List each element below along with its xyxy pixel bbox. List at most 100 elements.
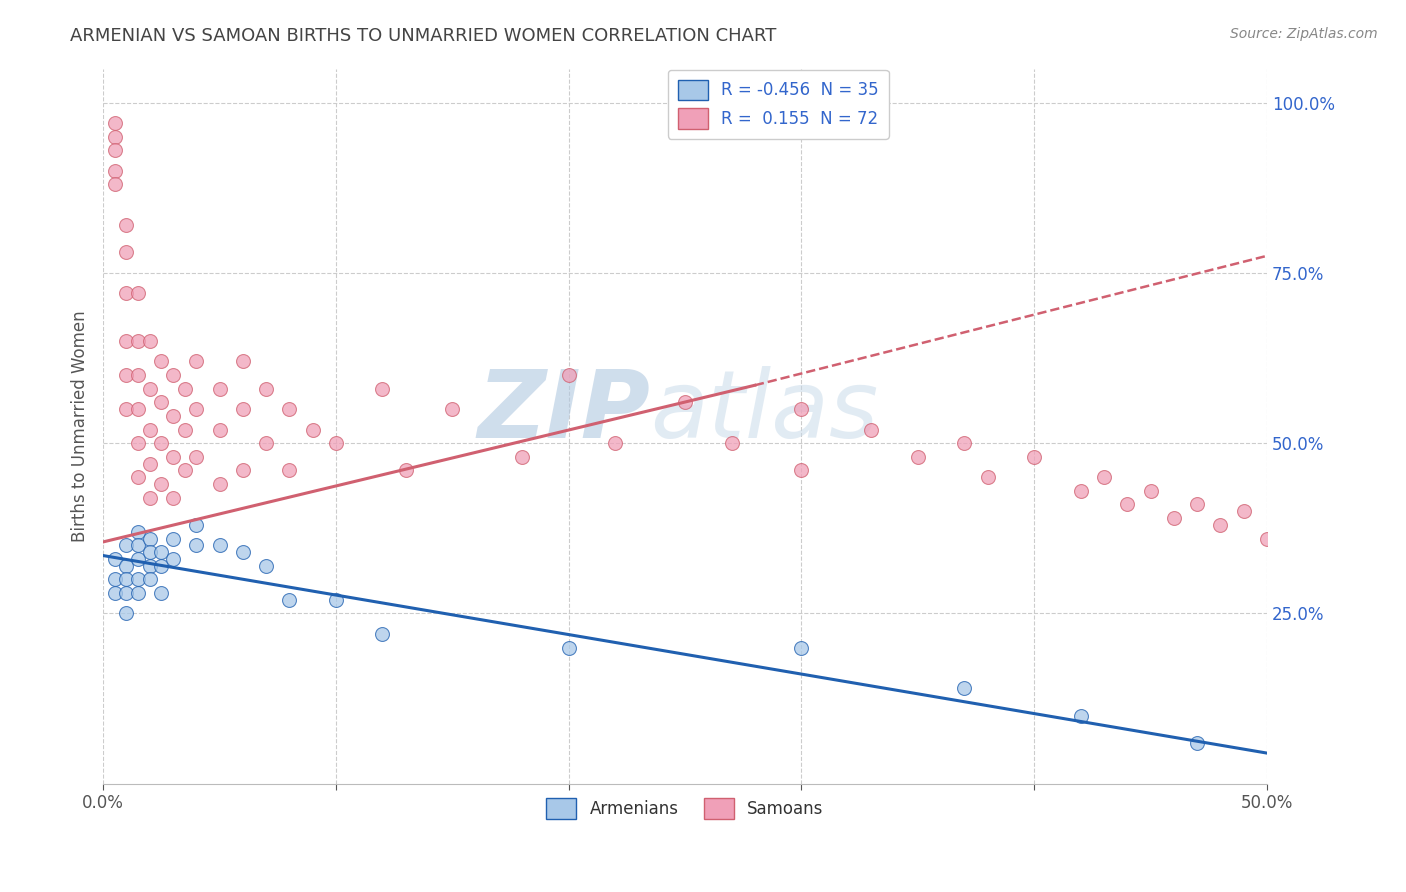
Point [127,538,149,552]
Point [953,436,976,450]
Point [115,368,138,382]
Text: atlas: atlas [650,367,879,458]
Point [115,218,138,232]
Point [278,592,301,607]
Point [127,334,149,348]
Point [127,524,149,539]
Point [173,382,195,396]
Point [127,402,149,417]
Point [1139,483,1161,498]
Point [150,477,173,491]
Point [162,409,184,423]
Point [138,573,160,587]
Point [138,491,160,505]
Point [115,558,138,573]
Point [510,450,533,464]
Point [138,423,160,437]
Point [138,334,160,348]
Point [186,354,208,368]
Point [254,436,277,450]
Point [1209,517,1232,532]
Point [605,436,627,450]
Point [186,402,208,417]
Point [104,573,127,587]
Point [232,545,254,559]
Point [208,423,231,437]
Point [232,354,254,368]
Legend: Armenians, Samoans: Armenians, Samoans [540,792,830,825]
Point [150,395,173,409]
Point [104,178,127,192]
Point [976,470,998,484]
Point [790,402,813,417]
Point [1024,450,1046,464]
Point [186,450,208,464]
Point [115,538,138,552]
Point [173,423,195,437]
Point [1070,483,1092,498]
Point [104,116,127,130]
Point [301,423,323,437]
Point [720,436,742,450]
Point [115,573,138,587]
Point [371,627,394,641]
Text: Source: ZipAtlas.com: Source: ZipAtlas.com [1230,27,1378,41]
Point [115,586,138,600]
Point [1092,470,1115,484]
Point [150,586,173,600]
Y-axis label: Births to Unmarried Women: Births to Unmarried Women [72,310,89,542]
Point [278,402,301,417]
Point [1233,504,1256,518]
Point [1185,498,1208,512]
Point [104,163,127,178]
Point [186,517,208,532]
Point [150,545,173,559]
Point [162,532,184,546]
Point [208,538,231,552]
Point [557,640,579,655]
Point [138,532,160,546]
Point [138,457,160,471]
Point [162,450,184,464]
Point [371,382,394,396]
Point [1070,708,1092,723]
Point [150,436,173,450]
Point [790,463,813,477]
Text: ZIP: ZIP [477,366,650,458]
Point [162,368,184,382]
Point [127,586,149,600]
Point [138,558,160,573]
Point [1116,498,1139,512]
Point [115,334,138,348]
Point [150,354,173,368]
Point [104,586,127,600]
Point [860,423,883,437]
Point [1163,511,1185,525]
Point [127,368,149,382]
Point [115,286,138,301]
Point [104,143,127,157]
Point [254,382,277,396]
Point [441,402,464,417]
Point [232,463,254,477]
Point [953,681,976,696]
Point [115,402,138,417]
Point [186,538,208,552]
Point [127,573,149,587]
Point [395,463,418,477]
Point [127,436,149,450]
Point [557,368,579,382]
Point [127,552,149,566]
Point [162,491,184,505]
Text: ARMENIAN VS SAMOAN BIRTHS TO UNMARRIED WOMEN CORRELATION CHART: ARMENIAN VS SAMOAN BIRTHS TO UNMARRIED W… [70,27,776,45]
Point [104,552,127,566]
Point [104,129,127,144]
Point [127,470,149,484]
Point [150,558,173,573]
Point [115,245,138,260]
Point [173,463,195,477]
Point [138,382,160,396]
Point [673,395,696,409]
Point [115,607,138,621]
Point [127,286,149,301]
